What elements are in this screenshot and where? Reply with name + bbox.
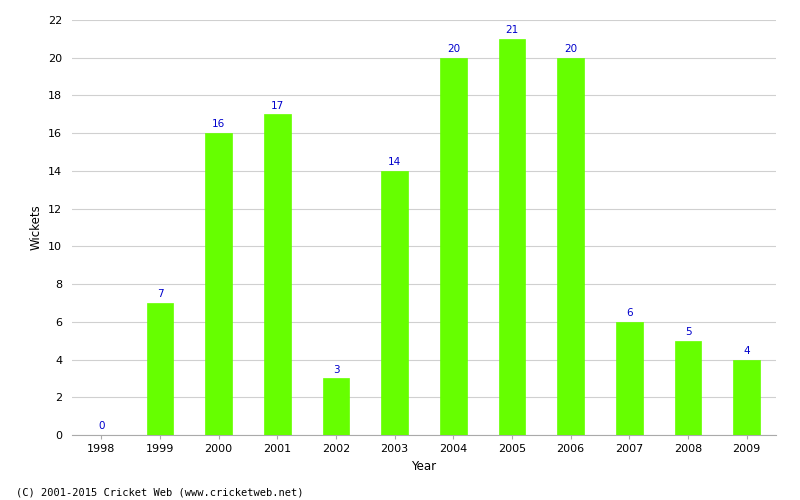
Text: 17: 17 — [270, 100, 284, 110]
Bar — [382, 171, 408, 435]
Text: 4: 4 — [743, 346, 750, 356]
Bar — [322, 378, 349, 435]
Bar — [675, 340, 701, 435]
Bar — [734, 360, 760, 435]
Bar — [499, 39, 526, 435]
Text: 0: 0 — [98, 421, 105, 431]
Text: 16: 16 — [212, 120, 226, 130]
Text: 14: 14 — [388, 157, 402, 167]
Y-axis label: Wickets: Wickets — [30, 204, 42, 250]
Text: 21: 21 — [506, 25, 518, 35]
Bar — [264, 114, 290, 435]
Text: 3: 3 — [333, 364, 339, 374]
Text: 7: 7 — [157, 289, 163, 299]
Text: (C) 2001-2015 Cricket Web (www.cricketweb.net): (C) 2001-2015 Cricket Web (www.cricketwe… — [16, 488, 303, 498]
Bar — [558, 58, 584, 435]
Text: 6: 6 — [626, 308, 633, 318]
Text: 20: 20 — [564, 44, 578, 54]
Bar — [616, 322, 642, 435]
Text: 5: 5 — [685, 327, 691, 337]
Bar — [147, 303, 174, 435]
Bar — [206, 133, 232, 435]
Text: 20: 20 — [446, 44, 460, 54]
Bar — [440, 58, 466, 435]
X-axis label: Year: Year — [411, 460, 437, 472]
